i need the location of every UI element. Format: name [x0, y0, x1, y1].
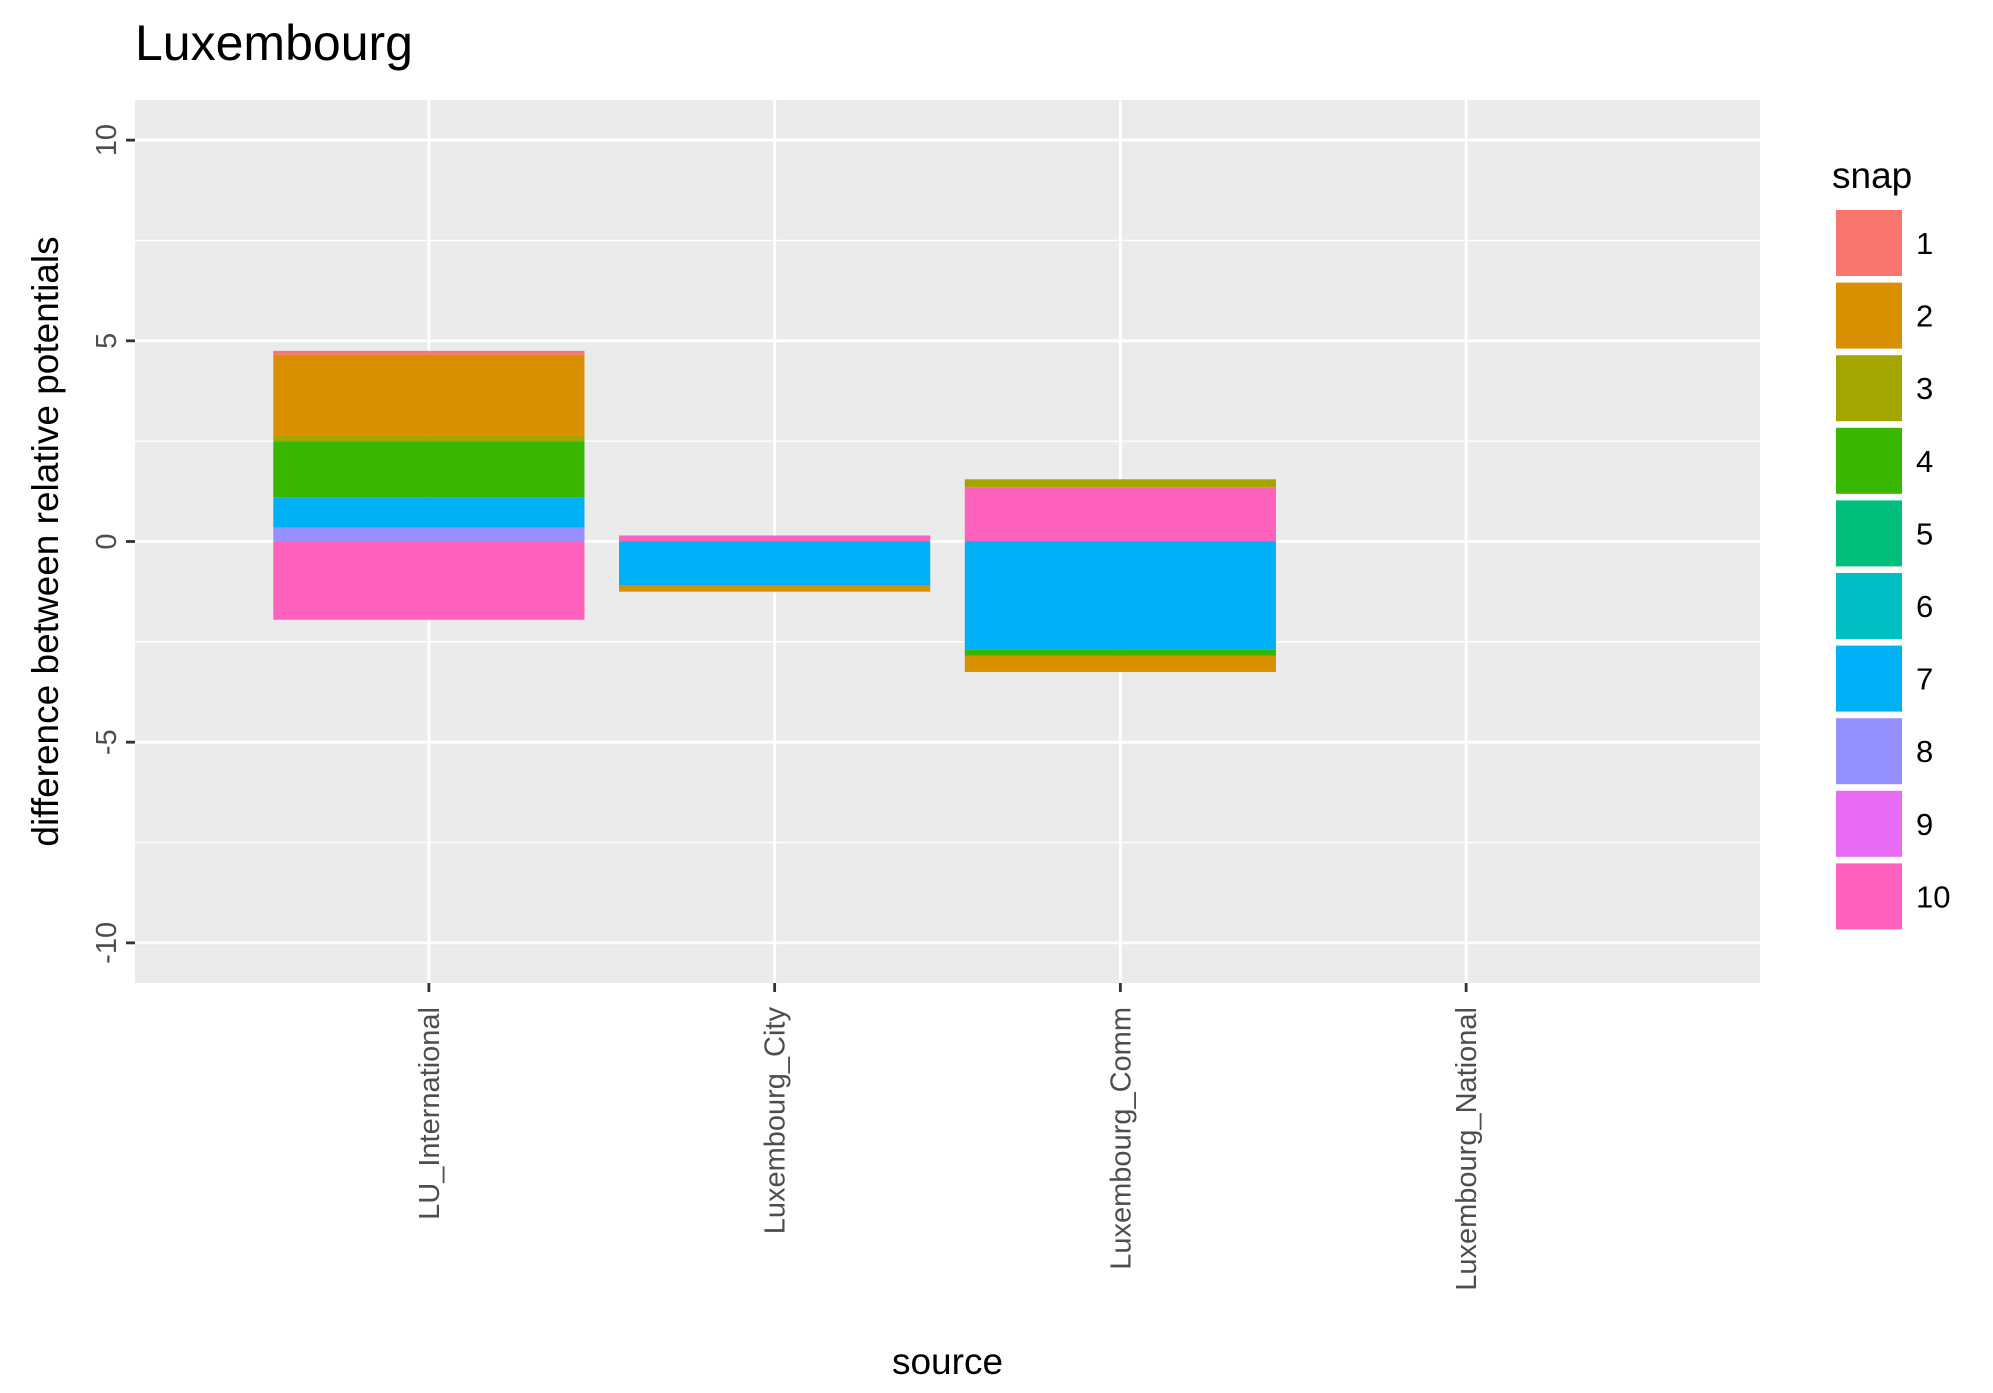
legend-label: 7 — [1916, 662, 1933, 697]
bar-segment — [619, 541, 931, 586]
legend-label: 9 — [1916, 807, 1933, 842]
legend-key — [1836, 645, 1902, 712]
bars — [273, 350, 1276, 672]
y-tick-label: 5 — [91, 333, 123, 349]
chart-title: Luxembourg — [135, 15, 413, 71]
legend-key — [1836, 863, 1902, 930]
legend-label: 4 — [1916, 444, 1933, 479]
bar-segment — [964, 479, 1276, 488]
bar-segment — [273, 497, 585, 528]
x-tick-label: Luxembourg_City — [760, 1007, 792, 1235]
x-tick-label: LU_International — [414, 1007, 446, 1220]
legend-label: 6 — [1916, 589, 1933, 624]
bar-segment — [273, 354, 585, 436]
y-tick-label: -5 — [91, 729, 123, 755]
y-tick-label: -10 — [91, 922, 123, 964]
legend-key — [1836, 573, 1902, 639]
y-tick-label: 0 — [91, 533, 123, 549]
legend-label: 3 — [1916, 371, 1933, 406]
legend-key — [1836, 210, 1902, 276]
x-axis-label: source — [892, 1341, 1003, 1382]
legend-title: snap — [1832, 155, 1912, 196]
y-axis: -10 -5 0 5 10 — [91, 124, 135, 964]
legend-key — [1836, 427, 1902, 494]
bar-segment — [273, 541, 585, 620]
bar-segment — [273, 441, 585, 498]
x-tick-label: Luxembourg_National — [1451, 1007, 1483, 1291]
legend-label: 2 — [1916, 299, 1933, 334]
bar-segment — [964, 655, 1276, 672]
bar-segment — [619, 535, 931, 542]
legend-label: 10 — [1916, 879, 1950, 914]
legend-key — [1836, 355, 1902, 422]
y-tick-label: 10 — [91, 124, 123, 156]
bar-segment — [964, 649, 1276, 656]
x-axis: LU_International Luxembourg_City Luxembour… — [414, 983, 1483, 1291]
legend-key — [1836, 790, 1902, 857]
legend-items: 1 2 3 4 5 6 7 8 9 10 — [1836, 210, 1950, 930]
bar-segment — [273, 527, 585, 542]
legend: snap 1 2 3 4 5 6 7 8 9 10 — [1832, 155, 1950, 930]
legend-label: 1 — [1916, 226, 1933, 261]
legend-key — [1836, 282, 1902, 349]
legend-key — [1836, 500, 1902, 567]
x-tick-label: Luxembourg_Comm — [1105, 1007, 1137, 1270]
bar-segment — [273, 435, 585, 442]
legend-label: 8 — [1916, 734, 1933, 769]
bar-segment — [964, 487, 1276, 542]
y-axis-label: difference between relative potentials — [25, 236, 66, 846]
bar-segment — [273, 350, 585, 355]
bar-segment — [964, 541, 1276, 650]
bar-segment — [619, 585, 931, 592]
legend-key — [1836, 718, 1902, 785]
legend-label: 5 — [1916, 516, 1933, 551]
